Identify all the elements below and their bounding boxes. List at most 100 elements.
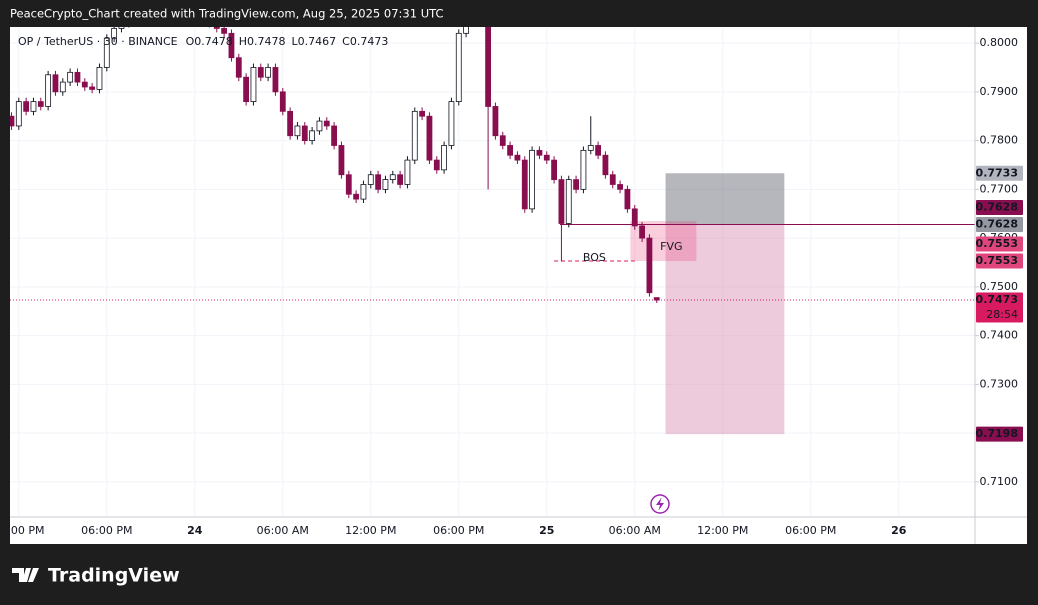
candle-body — [624, 188, 631, 210]
price-label: 0.7553 — [976, 254, 1018, 267]
candle-body — [492, 106, 499, 137]
candle-body — [331, 125, 338, 146]
candle-body — [455, 32, 462, 102]
candle-body — [67, 71, 74, 83]
candle-body — [573, 179, 579, 190]
candle-body — [631, 208, 638, 227]
x-tick-label: 24 — [187, 524, 203, 537]
x-tick-label: 06:00 AM — [257, 524, 309, 537]
price-label: 0.7628 — [976, 217, 1018, 230]
x-tick-label: 12:00 PM — [0, 524, 44, 537]
bos-label: BOS — [583, 251, 606, 264]
price-label-box — [976, 216, 1023, 232]
candle-body — [213, 27, 220, 29]
alert-icon[interactable] — [650, 494, 670, 514]
candle-body — [426, 115, 433, 161]
price-label-box — [976, 165, 1023, 181]
logo[interactable]: TradingView — [12, 565, 180, 587]
drawings: FVG BOS — [10, 173, 975, 435]
price-label-box — [976, 292, 1023, 323]
candle-body — [382, 179, 389, 190]
candle-body — [441, 145, 448, 171]
candle-body — [96, 67, 103, 90]
price-label: 0.7473 — [976, 293, 1018, 306]
candle-body — [404, 159, 411, 185]
candle-body — [360, 184, 367, 200]
candle-body — [609, 174, 616, 185]
candle-body — [646, 237, 653, 294]
logo-text: TradingView — [48, 565, 180, 587]
y-tick-label: 0.7800 — [980, 134, 1019, 147]
price-label-box — [976, 426, 1023, 442]
candle-body — [74, 71, 81, 83]
candle-body — [551, 159, 557, 181]
legend-symbol: OP / TetherUS · 30 · BINANCE — [18, 35, 178, 48]
stop-zone — [665, 173, 785, 225]
candle-body — [580, 149, 587, 190]
panel — [10, 27, 1027, 544]
price-label-box — [976, 253, 1023, 269]
candle-body — [52, 74, 59, 93]
candle-body — [367, 174, 374, 185]
y-tick-label: 0.7700 — [980, 182, 1019, 195]
candle-body — [595, 145, 601, 156]
candle-body — [301, 125, 308, 142]
candle-body — [272, 67, 279, 93]
candle-body — [419, 110, 426, 117]
candle-body — [118, 27, 125, 29]
x-tick-label: 06:00 PM — [433, 524, 484, 537]
time-axis: 12:00 PM 06:00 PM 24 06:00 AM 12:00 PM 06:00 … — [0, 524, 907, 537]
x-tick-label: 06:00 AM — [609, 524, 661, 537]
candle-body — [23, 101, 30, 112]
candle-body — [235, 57, 242, 78]
candle-body — [338, 145, 345, 176]
candle-body — [257, 67, 264, 78]
fvg-label: FVG — [660, 240, 682, 253]
price-label: 0.7628 — [976, 200, 1018, 213]
countdown: 28:54 — [986, 308, 1018, 321]
candle-body — [543, 154, 550, 161]
candle-body — [30, 101, 37, 112]
candle-body — [536, 149, 543, 156]
grid — [10, 27, 975, 517]
candle-body — [565, 179, 572, 224]
legend-ohlc: H0.7478 — [239, 35, 286, 48]
candle-body — [397, 174, 404, 185]
candle-body — [279, 91, 286, 112]
candle-body — [103, 37, 110, 68]
candle-body — [10, 115, 15, 127]
candle-body — [433, 159, 440, 171]
price-label-box — [976, 236, 1023, 252]
candle-body — [529, 149, 535, 210]
candle-body — [294, 125, 301, 137]
legend-ohlc: O0.7478 — [186, 35, 233, 48]
candle-body — [287, 110, 294, 137]
candle-body — [221, 28, 228, 34]
legend-ohlc: L0.7467 — [292, 35, 337, 48]
x-tick-label: 25 — [539, 524, 554, 537]
axes: 0.71000.72000.73000.74000.75000.76000.77… — [975, 36, 1023, 488]
candle-body — [316, 120, 323, 132]
candle-body — [59, 81, 66, 93]
x-tick-label: 26 — [891, 524, 907, 537]
y-tick-label: 0.7900 — [980, 85, 1019, 98]
candle-body — [45, 74, 52, 107]
x-tick-label: 06:00 PM — [81, 524, 132, 537]
price-label: 0.7553 — [976, 237, 1018, 250]
price-label: 0.7733 — [976, 166, 1018, 179]
candle-body — [265, 67, 272, 78]
y-tick-label: 0.7400 — [980, 329, 1019, 342]
candle-body — [89, 86, 96, 90]
x-tick-label: 12:00 PM — [345, 524, 396, 537]
price-label-box — [976, 199, 1023, 215]
candle-body — [37, 101, 44, 107]
x-tick-label: 06:00 PM — [785, 524, 836, 537]
candle-body — [448, 101, 455, 146]
candle-body — [323, 120, 330, 127]
candle-body — [558, 179, 565, 224]
candle-body — [375, 174, 382, 190]
candle-body — [250, 67, 257, 102]
candle-body — [514, 154, 521, 161]
